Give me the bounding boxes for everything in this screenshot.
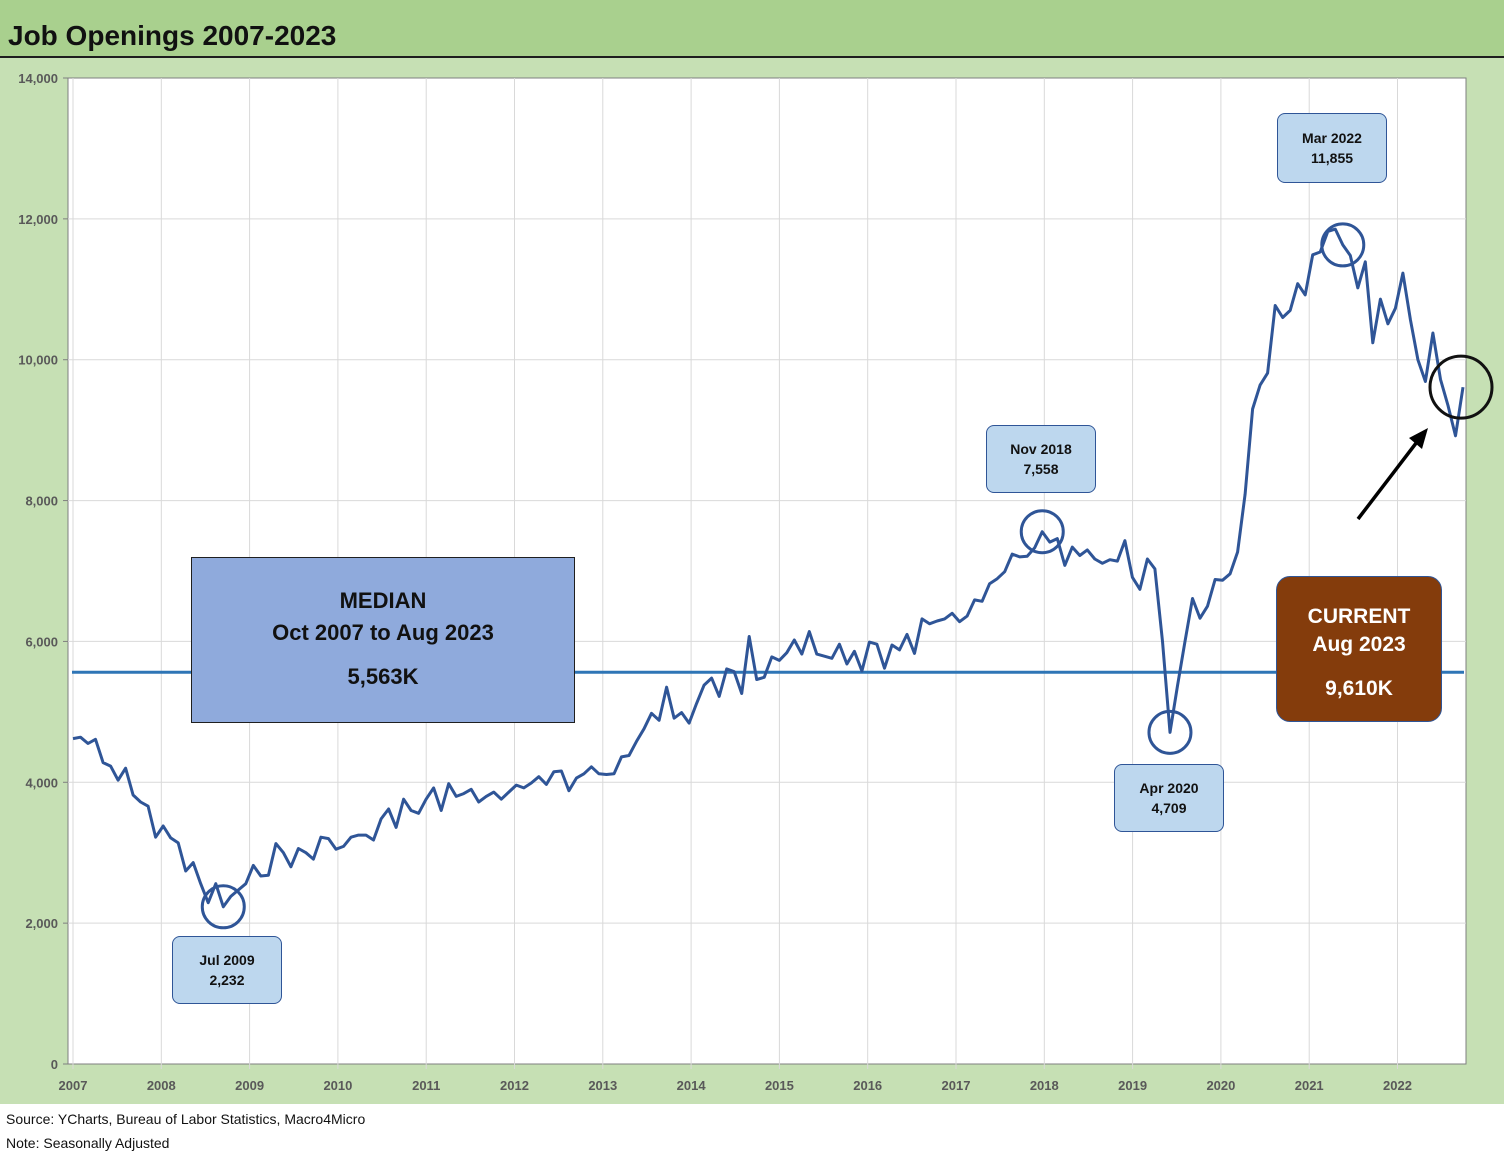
median-box: MEDIAN Oct 2007 to Aug 2023 5,563K	[191, 557, 575, 723]
callout-apr-2020: Apr 2020 4,709	[1114, 764, 1224, 832]
y-tick-label: 12,000	[18, 212, 58, 227]
callout-label: Jul 2009	[199, 952, 255, 968]
x-tick-label: 2012	[500, 1078, 529, 1093]
source-note: Source: YCharts, Bureau of Labor Statist…	[6, 1111, 366, 1127]
callout-mar-2022: Mar 2022 11,855	[1277, 113, 1387, 183]
callout-nov-2018: Nov 2018 7,558	[986, 425, 1096, 493]
y-tick-label: 2,000	[25, 916, 58, 931]
y-tick-label: 0	[51, 1057, 58, 1072]
current-box-title: CURRENT	[1307, 605, 1411, 628]
x-tick-label: 2013	[588, 1078, 617, 1093]
callout-label: Nov 2018	[1010, 441, 1072, 457]
current-circle	[1428, 354, 1494, 420]
y-axis: 0 2,000 4,000 6,000 8,000 10,000 12,000 14,000	[18, 71, 68, 1072]
annotation-circle	[1147, 709, 1193, 755]
annotation-markers	[200, 222, 1494, 930]
callout-value: 2,232	[209, 972, 245, 988]
y-tick-label: 6,000	[25, 634, 58, 649]
x-tick-label: 2022	[1383, 1078, 1412, 1093]
x-tick-label: 2020	[1206, 1078, 1235, 1093]
current-box-value: 9,610K	[1325, 677, 1393, 700]
median-box-range: Oct 2007 to Aug 2023	[272, 620, 494, 645]
x-tick-label: 2009	[235, 1078, 264, 1093]
adjustment-note: Note: Seasonally Adjusted	[6, 1135, 170, 1151]
annotation-circle	[200, 884, 246, 930]
callout-value: 4,709	[1151, 800, 1187, 816]
x-tick-label: 2018	[1030, 1078, 1059, 1093]
median-box-value: 5,563K	[347, 664, 419, 689]
x-tick-label: 2019	[1118, 1078, 1147, 1093]
y-tick-label: 4,000	[25, 775, 58, 790]
y-tick-label: 14,000	[18, 71, 58, 86]
title-bar: Job Openings 2007-2023	[0, 0, 1504, 58]
current-arrow	[1356, 428, 1428, 521]
x-tick-label: 2014	[677, 1078, 707, 1093]
callout-value: 7,558	[1023, 461, 1059, 477]
current-box: CURRENT Aug 2023 9,610K	[1276, 576, 1442, 722]
x-tick-label: 2015	[765, 1078, 794, 1093]
x-tick-label: 2017	[942, 1078, 971, 1093]
annotation-circle	[1019, 509, 1065, 555]
footer: Source: YCharts, Bureau of Labor Statist…	[0, 1104, 1504, 1162]
x-axis: 2007 2008 2009 2010 2011 2012 2013 2014 2015 2016…	[59, 1078, 1412, 1093]
y-tick-label: 8,000	[25, 494, 58, 509]
x-tick-label: 2010	[323, 1078, 352, 1093]
x-tick-label: 2011	[412, 1078, 440, 1093]
x-tick-label: 2007	[59, 1078, 88, 1093]
arrow-shaft	[1356, 436, 1422, 521]
callout-label: Apr 2020	[1139, 780, 1199, 796]
x-tick-label: 2008	[147, 1078, 176, 1093]
arrow-head	[1409, 428, 1428, 449]
callout-jul-2009: Jul 2009 2,232	[172, 936, 282, 1004]
callout-label: Mar 2022	[1302, 130, 1362, 146]
chart-title: Job Openings 2007-2023	[8, 20, 337, 51]
y-tick-label: 10,000	[18, 353, 58, 368]
callout-value: 11,855	[1310, 150, 1354, 166]
annotation-circle	[1320, 222, 1366, 268]
series-line-job-openings	[72, 227, 1465, 909]
x-tick-label: 2021	[1295, 1078, 1324, 1093]
chart-area: 0 2,000 4,000 6,000 8,000 10,000 12,000 14,000 …	[0, 58, 1504, 1104]
x-tick-label: 2016	[853, 1078, 882, 1093]
current-box-date: Aug 2023	[1312, 633, 1406, 656]
median-box-title: MEDIAN	[339, 588, 427, 613]
